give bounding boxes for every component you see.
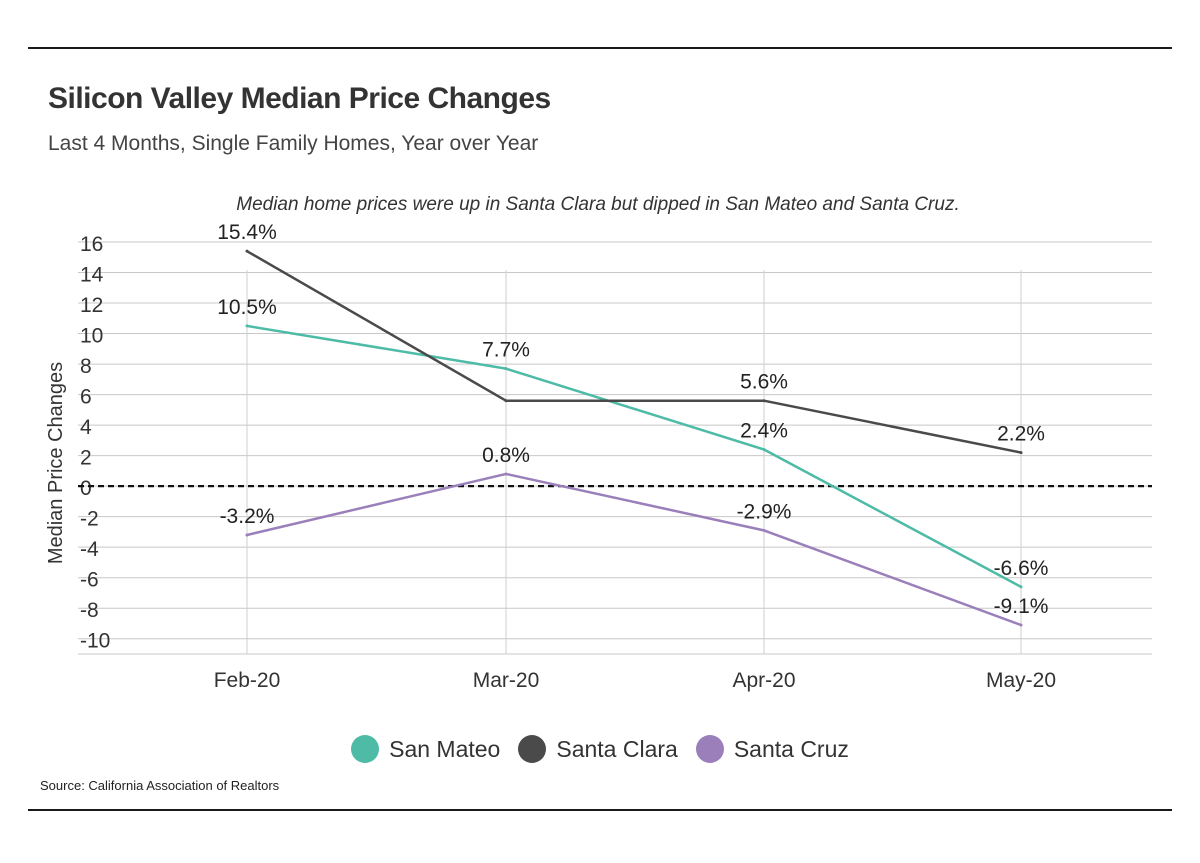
data-point bbox=[245, 533, 249, 537]
y-tick-label: -8 bbox=[80, 599, 99, 622]
data-label: 2.4% bbox=[740, 420, 788, 443]
x-tick-label: Apr-20 bbox=[732, 669, 795, 692]
x-tick-label: Mar-20 bbox=[473, 669, 540, 692]
legend-label: Santa Clara bbox=[556, 735, 678, 762]
y-tick-label: 14 bbox=[80, 264, 104, 287]
y-tick-label: -4 bbox=[80, 538, 99, 561]
series-line-san-mateo bbox=[245, 324, 1023, 589]
legend-item-san-mateo[interactable]: San Mateo bbox=[351, 735, 500, 763]
data-point bbox=[762, 528, 766, 532]
x-tick-label: May-20 bbox=[986, 669, 1056, 692]
series-line-santa-clara bbox=[245, 249, 1023, 454]
data-point bbox=[504, 472, 508, 476]
legend-item-santa-cruz[interactable]: Santa Cruz bbox=[695, 735, 849, 763]
data-label: 15.4% bbox=[217, 221, 277, 244]
chart-annotation: Median home prices were up in Santa Clar… bbox=[236, 194, 960, 215]
data-label: -9.1% bbox=[994, 595, 1049, 618]
top-rule bbox=[28, 47, 1172, 49]
legend-label: Santa Cruz bbox=[733, 735, 849, 762]
y-tick-label: -6 bbox=[80, 569, 99, 592]
data-label: -6.6% bbox=[994, 557, 1049, 580]
y-tick-label: 12 bbox=[80, 294, 103, 317]
grid bbox=[78, 241, 1152, 655]
data-label: 0.8% bbox=[482, 444, 530, 467]
legend: San Mateo Santa Clara Santa Cruz bbox=[0, 733, 1200, 765]
data-label: 5.6% bbox=[740, 371, 788, 394]
y-tick-label: 0 bbox=[80, 477, 92, 500]
data-label: 2.2% bbox=[997, 423, 1045, 446]
data-labels: 10.5% 7.7% 2.4% -6.6% 15.4% 5.6% 2.2% -3.2% 0.8%… bbox=[217, 221, 1048, 618]
chart-title: Silicon Valley Median Price Changes bbox=[48, 82, 551, 115]
series-line-santa-cruz bbox=[245, 472, 1023, 627]
series bbox=[245, 249, 1023, 627]
data-point bbox=[762, 448, 766, 452]
data-point bbox=[1019, 451, 1023, 455]
data-label: -2.9% bbox=[737, 500, 792, 523]
y-tick-label: -10 bbox=[80, 630, 110, 653]
x-axis-ticks: Feb-20 Mar-20 Apr-20 May-20 bbox=[214, 669, 1056, 692]
y-tick-label: 10 bbox=[80, 325, 103, 348]
legend-label: San Mateo bbox=[389, 735, 501, 762]
legend-swatch-santa-clara bbox=[518, 735, 547, 763]
legend-swatch-san-mateo bbox=[351, 735, 380, 763]
data-point bbox=[245, 324, 249, 328]
data-point bbox=[245, 249, 249, 253]
data-point bbox=[1019, 585, 1023, 589]
x-tick-label: Feb-20 bbox=[214, 669, 281, 692]
data-label: 7.7% bbox=[482, 339, 530, 362]
chart-subtitle: Last 4 Months, Single Family Homes, Year… bbox=[48, 132, 539, 155]
y-tick-label: 4 bbox=[80, 416, 92, 439]
data-point bbox=[1019, 623, 1023, 627]
legend-swatch-santa-cruz bbox=[695, 735, 724, 763]
bottom-rule bbox=[28, 809, 1172, 811]
data-point bbox=[504, 367, 508, 371]
data-point bbox=[504, 399, 508, 403]
y-tick-label: 8 bbox=[80, 355, 92, 378]
legend-item-santa-clara[interactable]: Santa Clara bbox=[518, 735, 678, 763]
source-note: Source: California Association of Realto… bbox=[40, 778, 280, 793]
y-axis-ticks: 16 14 12 10 8 6 4 2 0 -2 -4 -6 -8 -10 bbox=[80, 233, 110, 653]
y-tick-label: 6 bbox=[80, 386, 92, 409]
data-point bbox=[762, 399, 766, 403]
data-label: -3.2% bbox=[220, 505, 275, 528]
y-tick-label: 16 bbox=[80, 233, 103, 256]
data-label: 10.5% bbox=[217, 296, 277, 319]
y-tick-label: 2 bbox=[80, 447, 92, 470]
y-axis-label: Median Price Changes bbox=[45, 362, 67, 564]
y-tick-label: -2 bbox=[80, 508, 99, 531]
